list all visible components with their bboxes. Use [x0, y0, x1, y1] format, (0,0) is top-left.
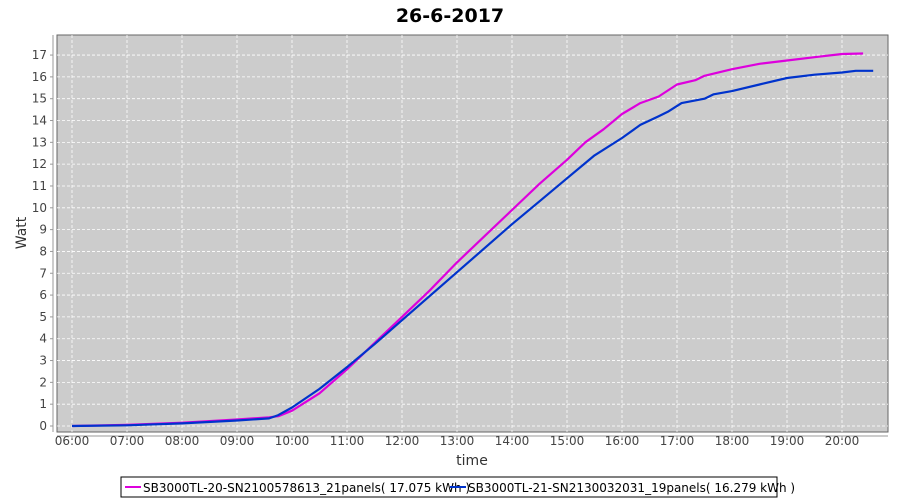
x-axis-label: time	[456, 453, 488, 469]
x-tick-label: 09:00	[220, 434, 255, 448]
y-tick-label: 7	[39, 266, 47, 280]
y-tick-label: 0	[39, 419, 47, 433]
legend	[120, 476, 778, 498]
y-tick-label: 4	[39, 332, 47, 346]
x-tick-label: 16:00	[605, 434, 640, 448]
y-tick-label: 10	[32, 201, 47, 215]
legend-label: SB3000TL-21-SN2130032031_19panels( 16.27…	[468, 481, 795, 495]
y-tick-label: 13	[32, 135, 47, 149]
y-tick-label: 5	[39, 310, 47, 324]
legend-label: SB3000TL-20-SN2100578613_21panels( 17.07…	[143, 481, 470, 495]
x-tick-label: 08:00	[165, 434, 200, 448]
plot-area	[56, 34, 889, 433]
x-tick-label: 15:00	[550, 434, 585, 448]
y-tick-label: 9	[39, 223, 47, 237]
chart-title: 26-6-2017	[396, 5, 504, 27]
x-tick-label: 10:00	[275, 434, 310, 448]
x-tick-label: 19:00	[770, 434, 805, 448]
y-tick-label: 12	[32, 157, 47, 171]
x-tick-label: 13:00	[440, 434, 475, 448]
x-tick-label: 18:00	[715, 434, 750, 448]
y-tick-label: 1	[39, 397, 47, 411]
y-tick-label: 14	[32, 114, 47, 128]
y-tick-label: 8	[39, 244, 47, 258]
x-tick-label: 20:00	[825, 434, 860, 448]
y-tick-label: 17	[32, 48, 47, 62]
y-tick-label: 15	[32, 92, 47, 106]
y-axis-label: Watt	[14, 216, 30, 249]
series-line-2	[71, 69, 874, 428]
x-tick-label: 12:00	[385, 434, 420, 448]
x-tick-label: 07:00	[110, 434, 145, 448]
y-tick-label: 3	[39, 354, 47, 368]
y-tick-label: 6	[39, 288, 47, 302]
x-tick-label: 11:00	[330, 434, 365, 448]
y-tick-label: 2	[39, 375, 47, 389]
y-tick-label: 16	[32, 70, 47, 84]
x-tick-label: 06:00	[55, 434, 90, 448]
x-tick-label: 17:00	[660, 434, 695, 448]
x-tick-label: 14:00	[495, 434, 530, 448]
y-tick-label: 11	[32, 179, 47, 193]
